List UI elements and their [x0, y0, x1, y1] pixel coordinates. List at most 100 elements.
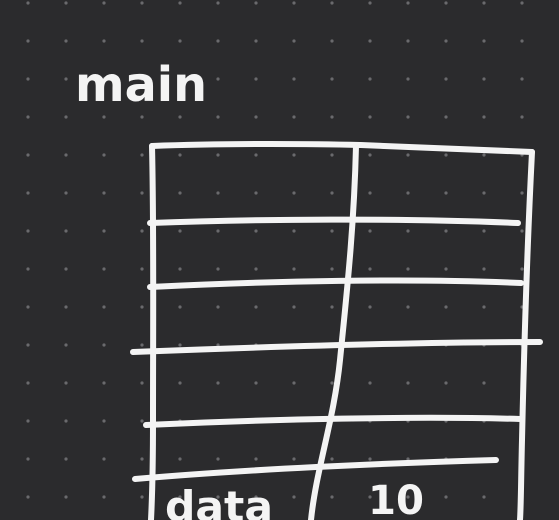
grid-dot — [26, 457, 30, 461]
table-row-line-5 — [132, 457, 499, 482]
grid-dot — [26, 343, 30, 347]
grid-dot — [330, 229, 334, 233]
grid-dot — [368, 305, 372, 309]
grid-dot — [482, 229, 486, 233]
grid-dot — [254, 77, 258, 81]
grid-dot — [178, 267, 182, 271]
grid-dot — [292, 191, 296, 195]
grid-dot — [140, 419, 144, 423]
grid-dot — [368, 457, 372, 461]
grid-dot — [292, 77, 296, 81]
grid-dot — [140, 457, 144, 461]
grid-dot — [482, 305, 486, 309]
grid-dot — [64, 191, 68, 195]
grid-dot — [406, 1, 410, 5]
grid-dot — [140, 77, 144, 81]
grid-dot — [444, 381, 448, 385]
grid-dot — [406, 39, 410, 43]
grid-dot — [216, 77, 220, 81]
grid-dot — [26, 495, 30, 499]
grid-dot — [292, 1, 296, 5]
grid-dot — [368, 1, 372, 5]
grid-dot — [482, 267, 486, 271]
grid-dot — [26, 229, 30, 233]
grid-dot — [368, 153, 372, 157]
grid-dot — [406, 495, 410, 499]
grid-dot — [254, 39, 258, 43]
grid-dot — [520, 229, 524, 233]
grid-dot — [254, 267, 258, 271]
grid-dot — [26, 419, 30, 423]
grid-dot — [368, 77, 372, 81]
grid-dot — [444, 305, 448, 309]
grid-dot — [520, 77, 524, 81]
grid-dot — [102, 381, 106, 385]
grid-dot — [520, 39, 524, 43]
grid-dot — [520, 191, 524, 195]
grid-dot — [26, 153, 30, 157]
grid-dot — [26, 77, 30, 81]
grid-dot — [178, 457, 182, 461]
memory-table: data 10 — [130, 141, 543, 520]
table-row-line-2 — [147, 277, 524, 290]
grid-dot — [482, 153, 486, 157]
grid-dot — [254, 191, 258, 195]
grid-dot — [444, 267, 448, 271]
grid-dot — [178, 305, 182, 309]
grid-dot — [254, 305, 258, 309]
grid-dot — [102, 229, 106, 233]
grid-dot — [102, 39, 106, 43]
grid-dot — [330, 153, 334, 157]
grid-dot — [520, 1, 524, 5]
grid-dot — [292, 495, 296, 499]
grid-dot — [64, 305, 68, 309]
grid-dot — [406, 267, 410, 271]
grid-dot — [64, 77, 68, 81]
grid-dot — [26, 191, 30, 195]
grid-dot — [406, 305, 410, 309]
grid-dot — [64, 419, 68, 423]
grid-dot — [254, 153, 258, 157]
grid-dot — [368, 39, 372, 43]
grid-dot — [64, 381, 68, 385]
grid-dot — [482, 381, 486, 385]
grid-dot — [216, 381, 220, 385]
grid-dot — [368, 381, 372, 385]
grid-dot — [26, 305, 30, 309]
grid-dot — [292, 39, 296, 43]
grid-dot — [102, 495, 106, 499]
grid-dot — [64, 115, 68, 119]
grid-dot — [444, 229, 448, 233]
grid-dot — [64, 495, 68, 499]
grid-dot — [140, 381, 144, 385]
grid-dot — [216, 39, 220, 43]
table-row-line-3 — [130, 339, 543, 355]
grid-dot — [102, 343, 106, 347]
grid-dot — [64, 229, 68, 233]
grid-dot — [216, 343, 220, 347]
grid-dot — [444, 77, 448, 81]
grid-dot — [482, 115, 486, 119]
grid-dot — [102, 419, 106, 423]
grid-dot — [368, 229, 372, 233]
grid-dot — [216, 495, 220, 499]
grid-dot — [178, 1, 182, 5]
grid-dot — [178, 39, 182, 43]
grid-dot — [330, 457, 334, 461]
grid-dot — [368, 191, 372, 195]
grid-dot — [102, 457, 106, 461]
grid-dot — [482, 77, 486, 81]
grid-dot — [140, 305, 144, 309]
grid-dot — [254, 457, 258, 461]
grid-dot — [140, 495, 144, 499]
grid-dot — [368, 115, 372, 119]
grid-dot — [482, 191, 486, 195]
grid-dot — [330, 495, 334, 499]
grid-dot — [216, 267, 220, 271]
grid-dot — [444, 115, 448, 119]
table-row-line-1 — [147, 216, 521, 226]
table-cell-value: 10 — [368, 478, 424, 520]
grid-dot — [102, 77, 106, 81]
grid-dot — [64, 343, 68, 347]
